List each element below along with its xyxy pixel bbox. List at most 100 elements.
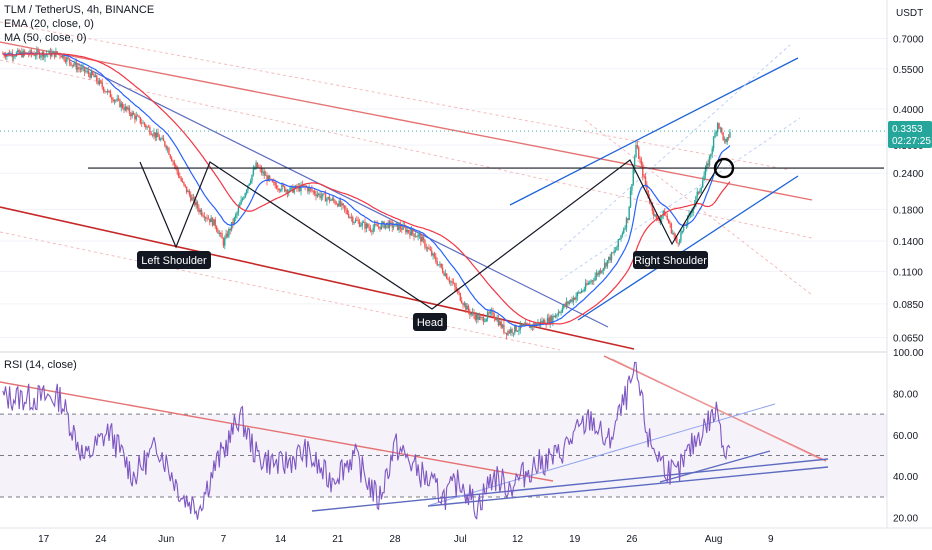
left-shoulder-label-bg	[137, 251, 211, 269]
ema-legend: EMA (20, close, 0)	[4, 18, 94, 30]
candle-body	[569, 299, 572, 302]
candle-body	[451, 281, 453, 283]
ma-legend: MA (50, close, 0)	[4, 32, 87, 44]
candle-body	[202, 215, 204, 217]
candle-body	[593, 280, 595, 282]
price-tick-label: 0.1800	[893, 205, 924, 216]
candle-body	[347, 214, 350, 218]
candle-body	[361, 222, 363, 226]
ema-20-line	[2, 52, 731, 328]
candle-body	[105, 91, 107, 93]
candle-body	[286, 189, 289, 194]
candle-body	[293, 188, 295, 193]
candle-body	[588, 282, 591, 284]
candle-body	[332, 198, 335, 201]
candle-body	[388, 221, 391, 229]
candle-body	[635, 145, 637, 158]
candle-body	[247, 185, 249, 191]
candle-body	[222, 238, 225, 246]
candle-body	[462, 303, 464, 306]
candle-body	[96, 75, 98, 82]
candle-body	[454, 283, 456, 287]
candle-body	[87, 70, 90, 74]
candle-body	[121, 103, 124, 109]
candle-body	[714, 133, 716, 138]
candle-body	[624, 227, 626, 230]
candle-body	[591, 280, 594, 282]
candle-body	[658, 219, 660, 221]
candle-body	[702, 180, 704, 188]
candle-body	[414, 236, 417, 238]
candle-body	[111, 97, 113, 100]
trend-lines	[0, 21, 887, 512]
candle-body	[682, 224, 685, 231]
candle-body	[482, 317, 485, 322]
candle-body	[384, 224, 387, 229]
candle-body	[190, 194, 192, 201]
candle-body	[712, 137, 715, 149]
candle-body	[331, 198, 334, 201]
candle-body	[18, 50, 20, 54]
price-legend: TLM / TetherUS, 4h, BINANCE EMA (20, clo…	[4, 3, 154, 45]
candle-body	[229, 228, 231, 231]
candle-body	[128, 107, 131, 114]
candle-body	[492, 310, 494, 316]
rsi-series-line	[2, 361, 731, 520]
candle-body	[495, 318, 497, 321]
candle-body	[439, 263, 441, 265]
candle-body	[437, 264, 440, 266]
candle-body	[354, 219, 357, 223]
candle-body	[228, 228, 230, 237]
candles	[2, 46, 731, 340]
candle-body	[172, 161, 174, 163]
candle-body	[582, 290, 584, 292]
candle-body	[632, 169, 634, 185]
candle-body	[365, 223, 368, 229]
candle-body	[550, 316, 553, 323]
candle-body	[300, 184, 302, 192]
candle-body	[456, 290, 459, 292]
price-tick-label: 0.1100	[893, 267, 923, 278]
candle-body	[4, 55, 7, 57]
candle-body	[123, 108, 125, 111]
candle-body	[244, 193, 246, 198]
candle-body	[708, 156, 711, 166]
time-tick-label: 19	[569, 534, 581, 545]
candle-body	[444, 273, 447, 276]
head-shoulders-outline	[139, 159, 723, 310]
candle-body	[48, 50, 50, 54]
candle-body	[334, 200, 336, 204]
candle-body	[74, 62, 76, 65]
right-shoulder-label: Right Shoulder	[634, 255, 707, 267]
candle-body	[552, 315, 554, 323]
candle-body	[176, 166, 178, 172]
candle-body	[499, 321, 501, 326]
candle-body	[311, 188, 313, 191]
candle-body	[199, 209, 201, 212]
candle-body	[184, 184, 186, 187]
candle-body	[426, 247, 429, 249]
candle-body	[165, 145, 167, 149]
candle-body	[383, 221, 385, 229]
candle-body	[63, 54, 65, 60]
candle-body	[221, 233, 223, 239]
candle-body	[62, 54, 64, 58]
rsi-red-trend	[0, 381, 554, 482]
candle-body	[192, 197, 195, 199]
candle-body	[501, 324, 504, 328]
candle-body	[64, 59, 67, 62]
candle-body	[519, 324, 521, 330]
red-channel-upper	[0, 21, 791, 171]
candle-body	[134, 114, 136, 120]
candle-body	[542, 320, 545, 324]
candle-body	[181, 180, 184, 183]
candle-body	[279, 189, 282, 191]
rsi-tick-label: 60.00	[893, 431, 918, 442]
candle-body	[33, 54, 35, 56]
candle-body	[345, 208, 347, 211]
candle-body	[68, 58, 71, 63]
candle-body	[135, 115, 137, 120]
candle-body	[718, 123, 720, 129]
candle-body	[463, 303, 466, 306]
